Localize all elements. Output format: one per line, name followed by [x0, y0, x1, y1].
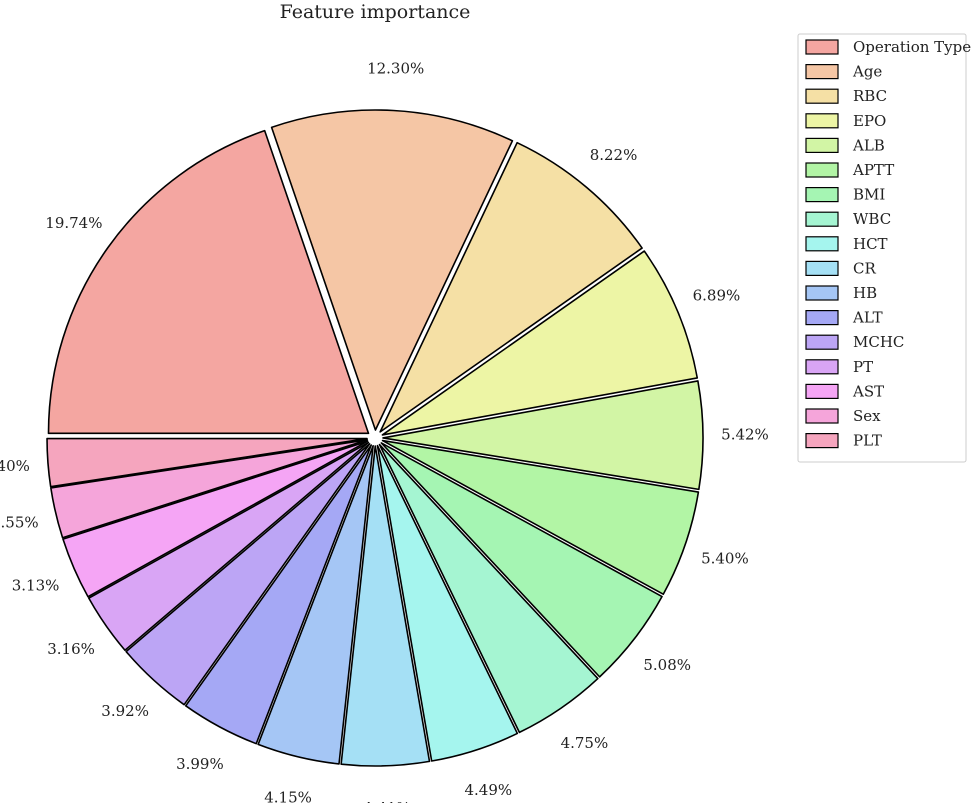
- slice-label-epo: 6.89%: [693, 286, 741, 304]
- slice-label-operation-type: 19.74%: [45, 214, 102, 232]
- slice-label-ast: 3.13%: [12, 576, 60, 594]
- legend-label-aptt: APTT: [852, 161, 894, 179]
- pie-slice-bmi: [380, 442, 663, 678]
- percentage-labels: 19.74% 12.30% 8.22% 6.89% 5.42% 5.40% 5.08% 4.7…: [0, 60, 769, 803]
- legend-swatch-epo: [805, 113, 839, 129]
- pie-slice-cr: [340, 445, 431, 767]
- legend-swatch-operation-type: [805, 39, 839, 55]
- pie-slice-hct: [376, 444, 519, 762]
- pie-slice-age: [270, 109, 514, 431]
- legend-swatch-wbc: [805, 211, 839, 227]
- legend-swatch-alb: [805, 137, 839, 153]
- legend-swatch-hb: [805, 285, 839, 301]
- legend-label-plt: PLT: [853, 432, 882, 450]
- pie-slice-wbc: [378, 443, 599, 734]
- pie-slice-plt: [46, 437, 368, 488]
- legend-swatch-hct: [805, 236, 839, 252]
- legend-label-cr: CR: [853, 259, 876, 277]
- slice-label-aptt: 5.40%: [701, 549, 749, 567]
- slice-label-alb: 5.42%: [721, 426, 769, 444]
- legend-swatch-age: [805, 63, 839, 80]
- legend-label-rbc: RBC: [853, 87, 887, 105]
- legend: Operation Type Age RBC EPO ALB APTT BMI WBC HCT C…: [797, 33, 971, 463]
- slice-label-rbc: 8.22%: [590, 146, 638, 164]
- legend-label-mchc: MCHC: [853, 333, 904, 351]
- pie-slice-sex: [50, 439, 369, 539]
- legend-label-hb: HB: [853, 284, 877, 302]
- chart-title: Feature importance: [280, 1, 471, 23]
- legend-swatch-ast: [805, 383, 839, 399]
- legend-label-operation-type: Operation Type: [853, 38, 971, 56]
- legend-swatch-cr: [805, 260, 839, 276]
- pie-slice-pt: [87, 441, 370, 652]
- pie-slice-alb: [382, 380, 704, 491]
- pie-slice-hb: [257, 444, 374, 765]
- slice-label-age: 12.30%: [367, 60, 424, 78]
- slice-label-bmi: 5.08%: [643, 656, 691, 674]
- legend-label-alt: ALT: [852, 309, 883, 327]
- slice-label-plt: 2.40%: [0, 457, 30, 475]
- pie-slice-rbc: [379, 141, 643, 433]
- pie-slice-ast: [62, 440, 369, 598]
- slice-label-sex: 2.55%: [0, 514, 39, 532]
- legend-swatch-aptt: [805, 162, 839, 178]
- pie-slice-operation-type: [47, 129, 370, 435]
- legend-swatch-rbc: [805, 88, 839, 104]
- slice-label-wbc: 4.75%: [561, 734, 609, 752]
- slice-label-mchc: 3.92%: [101, 702, 149, 720]
- legend-frame: [797, 33, 967, 463]
- legend-label-ast: AST: [852, 382, 884, 400]
- legend-swatch-sex: [805, 408, 839, 424]
- legend-label-alb: ALB: [852, 136, 885, 154]
- legend-label-epo: EPO: [853, 112, 886, 130]
- legend-swatch-bmi: [805, 187, 839, 203]
- legend-label-age: Age: [852, 63, 882, 81]
- legend-swatch-alt: [805, 310, 839, 326]
- legend-swatch-pt: [805, 359, 839, 375]
- pie-slice-mchc: [125, 443, 371, 706]
- legend-swatch-mchc: [805, 334, 839, 350]
- legend-label-pt: PT: [853, 358, 873, 376]
- pie-slice-alt: [184, 444, 373, 745]
- legend-label-wbc: WBC: [853, 210, 891, 228]
- slice-label-hb: 4.15%: [264, 789, 312, 803]
- slice-label-alt: 3.99%: [176, 755, 224, 773]
- pie-slice-aptt: [381, 439, 700, 596]
- slice-label-hct: 4.49%: [465, 781, 513, 799]
- legend-label-bmi: BMI: [853, 186, 885, 204]
- slice-label-pt: 3.16%: [47, 640, 95, 658]
- pie-slice-epo: [381, 250, 699, 436]
- slice-label-cr: 4.41%: [363, 799, 411, 803]
- legend-swatch-plt: [805, 433, 839, 449]
- legend-label-hct: HCT: [853, 235, 888, 253]
- legend-label-sex: Sex: [853, 407, 881, 425]
- pie-slices: [46, 109, 704, 767]
